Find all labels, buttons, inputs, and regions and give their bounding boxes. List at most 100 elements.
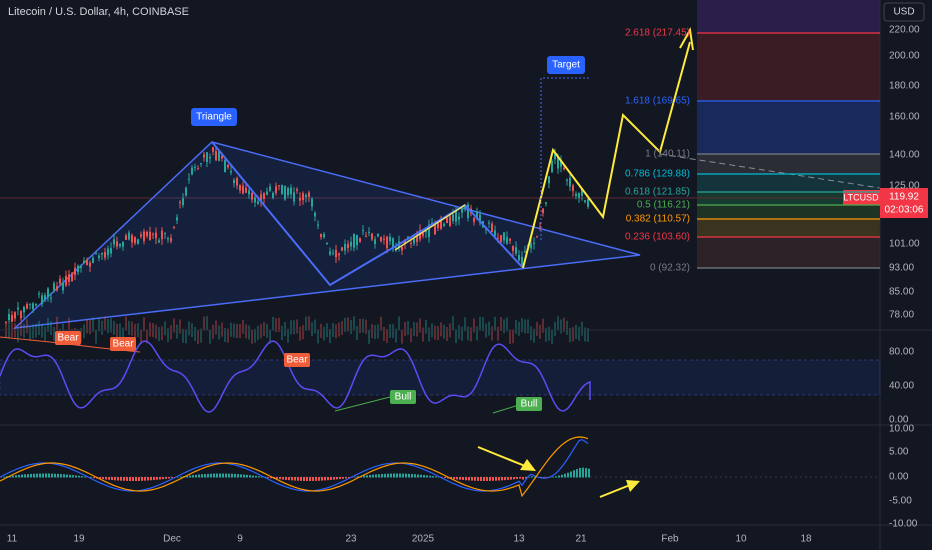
histogram: [477, 477, 479, 481]
histogram: [102, 477, 104, 480]
candle: [392, 238, 394, 249]
volume: [383, 326, 385, 341]
histogram: [459, 477, 461, 480]
candle: [191, 167, 193, 175]
candle: [560, 160, 562, 167]
candle: [173, 226, 175, 228]
histogram: [504, 477, 506, 481]
candle: [449, 216, 451, 227]
volume: [587, 327, 589, 342]
volume: [296, 319, 298, 334]
volume: [104, 316, 106, 331]
currency[interactable]: USD: [893, 7, 914, 18]
divergence-label: Bear: [57, 333, 79, 344]
histogram: [372, 474, 374, 478]
countdown: 02:03:06: [885, 205, 924, 216]
candle: [284, 185, 286, 200]
histogram: [327, 477, 329, 481]
candle: [425, 231, 427, 233]
histogram: [144, 477, 146, 481]
volume: [467, 326, 469, 341]
volume: [452, 316, 454, 331]
divergence-label: Bull: [395, 392, 412, 403]
candle: [395, 247, 397, 249]
candle: [524, 251, 526, 253]
candle: [557, 156, 559, 169]
volume: [368, 329, 370, 344]
histogram: [66, 474, 68, 478]
histogram: [93, 477, 95, 479]
volume: [464, 317, 466, 332]
volume: [29, 326, 31, 341]
candle: [380, 236, 382, 242]
histogram: [255, 475, 257, 478]
volume: [551, 329, 553, 344]
divergence-label: Bear: [112, 339, 134, 350]
zone: [697, 205, 880, 219]
candle: [461, 208, 463, 213]
histogram: [78, 475, 80, 478]
volume: [167, 328, 169, 343]
histogram: [465, 477, 467, 481]
candle: [479, 214, 481, 223]
candle: [68, 274, 70, 282]
currency-box[interactable]: [883, 2, 925, 22]
histogram: [150, 477, 152, 481]
candle: [404, 240, 406, 245]
volume: [572, 327, 574, 342]
volume: [473, 318, 475, 333]
histogram: [375, 474, 377, 478]
histogram: [339, 477, 341, 480]
volume: [113, 320, 115, 335]
candle: [74, 267, 76, 276]
volume: [254, 328, 256, 343]
label-box: [191, 108, 237, 126]
projection: [522, 41, 691, 269]
volume: [335, 324, 337, 339]
zone: [697, 219, 880, 237]
candle: [134, 237, 136, 244]
volume: [284, 322, 286, 337]
candle: [197, 168, 199, 170]
candle: [50, 297, 52, 299]
volume: [485, 323, 487, 338]
time-tick-label: Dec: [163, 534, 181, 545]
histogram: [300, 477, 302, 481]
candle: [410, 242, 412, 244]
histogram: [36, 473, 38, 478]
histogram: [411, 474, 413, 478]
volume: [353, 316, 355, 331]
volume: [407, 321, 409, 336]
macd-tick-label: -5.00: [889, 496, 912, 507]
histogram: [24, 474, 26, 478]
price-tick-label: 200.00: [889, 51, 920, 62]
candle: [77, 265, 79, 273]
candle: [23, 306, 25, 313]
fib-label: 0 (92.32): [650, 263, 690, 274]
histogram: [60, 474, 62, 478]
candle: [176, 217, 178, 221]
histogram: [189, 475, 191, 478]
volume: [98, 317, 100, 332]
target-line: [540, 77, 590, 240]
zone: [697, 0, 880, 33]
volume: [494, 316, 496, 331]
candle: [152, 233, 154, 235]
candle: [266, 191, 268, 195]
volume: [578, 326, 580, 341]
candle: [206, 152, 208, 163]
volume: [371, 323, 373, 338]
volume: [341, 321, 343, 336]
time-tick-label: 9: [237, 534, 243, 545]
candle: [512, 245, 514, 251]
candle: [185, 187, 187, 196]
candle: [209, 156, 211, 159]
histogram: [573, 470, 575, 478]
macd-tick-label: 10.00: [889, 424, 914, 435]
candle: [182, 198, 184, 205]
volume: [26, 319, 28, 334]
volume: [209, 329, 211, 344]
candle: [563, 167, 565, 170]
candle: [551, 160, 553, 172]
volume: [290, 320, 292, 335]
